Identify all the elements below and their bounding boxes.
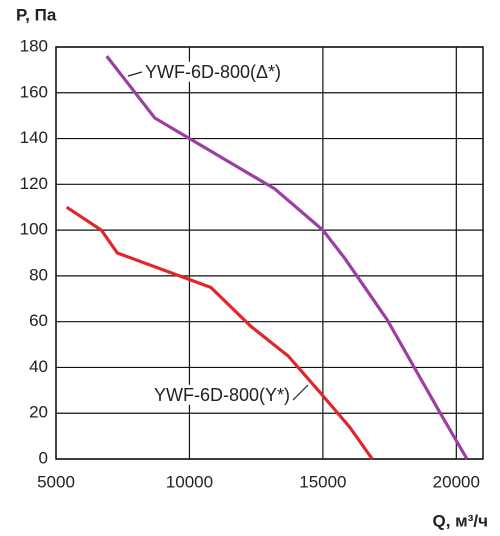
- y-tick-label: 100: [20, 220, 48, 239]
- leader-line: [292, 384, 309, 401]
- y-tick-label: 120: [20, 174, 48, 193]
- label-bg: [152, 384, 291, 405]
- y-tick-label: 180: [20, 36, 48, 55]
- label-bg: [144, 61, 283, 82]
- y-tick-label: 160: [20, 82, 48, 101]
- plot-frame: [55, 46, 484, 460]
- x-tick-label: 5000: [37, 472, 75, 491]
- y-tick-label: 40: [29, 357, 48, 376]
- y-axis-label: P, Па: [16, 5, 57, 24]
- y-tick-label: 80: [29, 265, 48, 284]
- y-tick-label: 60: [29, 311, 48, 330]
- x-tick-label: 10000: [166, 472, 213, 491]
- series-label: YWF-6D-800(Δ*): [145, 62, 281, 82]
- x-tick-label: 20000: [433, 472, 480, 491]
- series-label: YWF-6D-800(Y*): [154, 385, 290, 405]
- y-tick-label: 20: [29, 403, 48, 422]
- series-line: [105, 55, 469, 460]
- leader-line: [127, 71, 143, 77]
- y-tick-label: 0: [39, 448, 48, 467]
- x-tick-label: 15000: [299, 472, 346, 491]
- y-tick-label: 140: [20, 128, 48, 147]
- x-axis-label: Q, м³/ч: [433, 511, 489, 530]
- series-line: [65, 205, 374, 460]
